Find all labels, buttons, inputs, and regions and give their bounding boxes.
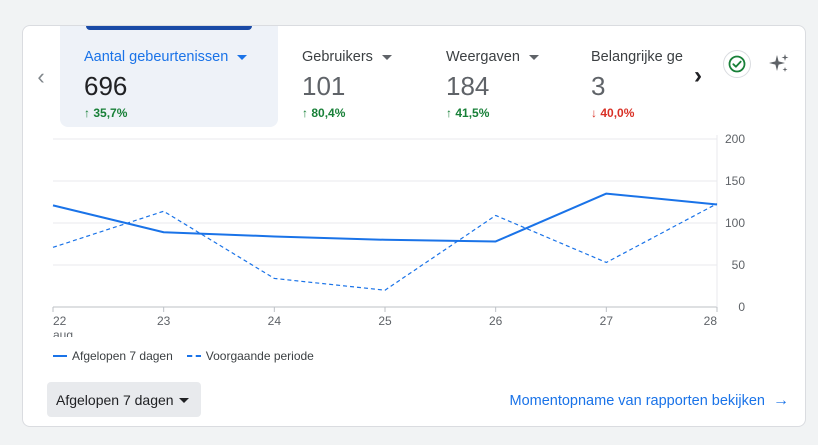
caret-down-icon xyxy=(237,54,248,60)
x-tick-label: 25 xyxy=(378,314,392,328)
caret-down-icon xyxy=(179,398,189,403)
line-chart: 0 50 100 150 200 22 23 24 25 26 27 28 aug xyxy=(52,132,746,337)
tab-label: Weergaven xyxy=(446,49,520,65)
series-line-previous-period xyxy=(52,203,718,291)
y-tick-label: 150 xyxy=(725,174,745,188)
legend-label: Voorgaande periode xyxy=(205,349,314,363)
x-tick-label: 28 xyxy=(704,314,718,328)
x-tick-label: 24 xyxy=(268,314,282,328)
chart-legend: Afgelopen 7 dagen Voorgaande periode xyxy=(53,349,328,363)
y-tick-label: 100 xyxy=(725,216,745,230)
caret-down-icon xyxy=(528,54,539,60)
date-range-label: Afgelopen 7 dagen xyxy=(56,391,174,408)
arrow-up-icon: ↑ xyxy=(446,106,452,120)
tab-value: 101 xyxy=(302,71,346,101)
x-tick-label: 23 xyxy=(157,314,171,328)
x-tick-label: 22 xyxy=(53,314,67,328)
tab-key-events-clip: Belangrijke gebeurtenissen 3 ↓ 40,0% xyxy=(591,26,683,127)
y-tick-label: 0 xyxy=(738,300,745,314)
date-range-dropdown[interactable]: Afgelopen 7 dagen xyxy=(47,382,201,417)
arrow-down-icon: ↓ xyxy=(591,106,597,120)
data-quality-button[interactable] xyxy=(723,50,751,78)
tab-change: ↓ 40,0% xyxy=(591,106,635,120)
legend-item-previous[interactable]: Voorgaande periode xyxy=(186,349,314,363)
arrow-up-icon: ↑ xyxy=(302,106,308,120)
legend-label: Afgelopen 7 dagen xyxy=(72,349,173,363)
prev-metrics-button[interactable]: ‹ xyxy=(31,64,51,90)
legend-dashed-swatch xyxy=(186,355,201,357)
active-tab-indicator xyxy=(86,26,252,30)
tab-views[interactable]: Weergaven 184 ↑ 41,5% xyxy=(446,26,576,127)
metrics-card: ‹ Aantal gebeurtenissen 696 ↑ 35,7% Gebr… xyxy=(22,25,806,427)
tab-value: 184 xyxy=(446,71,490,101)
chevron-left-icon: ‹ xyxy=(37,64,45,89)
arrow-right-icon: → xyxy=(773,392,789,409)
tab-users[interactable]: Gebruikers 101 ↑ 80,4% xyxy=(302,26,432,127)
x-month-label: aug xyxy=(53,328,73,337)
x-tick-label: 26 xyxy=(489,314,503,328)
view-reports-snapshot-link[interactable]: Momentopname van rapporten bekijken → xyxy=(509,392,789,410)
tab-value: 3 xyxy=(591,71,606,101)
tab-value: 696 xyxy=(84,71,128,101)
report-link-label: Momentopname van rapporten bekijken xyxy=(509,393,765,409)
arrow-up-icon: ↑ xyxy=(84,106,90,120)
tab-label: Gebruikers xyxy=(302,49,373,65)
tab-change: ↑ 80,4% xyxy=(302,106,346,120)
tab-event-count[interactable]: Aantal gebeurtenissen 696 ↑ 35,7% xyxy=(60,26,278,127)
chevron-right-icon: › xyxy=(694,62,702,89)
caret-down-icon xyxy=(381,54,392,60)
y-tick-label: 200 xyxy=(725,132,745,146)
tab-change: ↑ 35,7% xyxy=(84,106,128,120)
check-circle-icon xyxy=(728,55,746,73)
next-metrics-button[interactable]: › xyxy=(687,62,709,90)
insights-button[interactable] xyxy=(765,50,793,78)
tab-label: Aantal gebeurtenissen xyxy=(84,49,229,65)
tab-label: Belangrijke gebeurtenissen xyxy=(591,49,683,65)
series-line-last-7-days xyxy=(52,192,718,243)
x-tick-label: 27 xyxy=(600,314,614,328)
tab-change: ↑ 41,5% xyxy=(446,106,490,120)
sparkle-icon xyxy=(769,54,789,72)
legend-item-current[interactable]: Afgelopen 7 dagen xyxy=(53,349,173,363)
y-tick-label: 50 xyxy=(732,258,746,272)
legend-solid-swatch xyxy=(53,355,67,357)
tab-key-events[interactable]: Belangrijke gebeurtenissen 3 ↓ 40,0% xyxy=(591,26,683,127)
